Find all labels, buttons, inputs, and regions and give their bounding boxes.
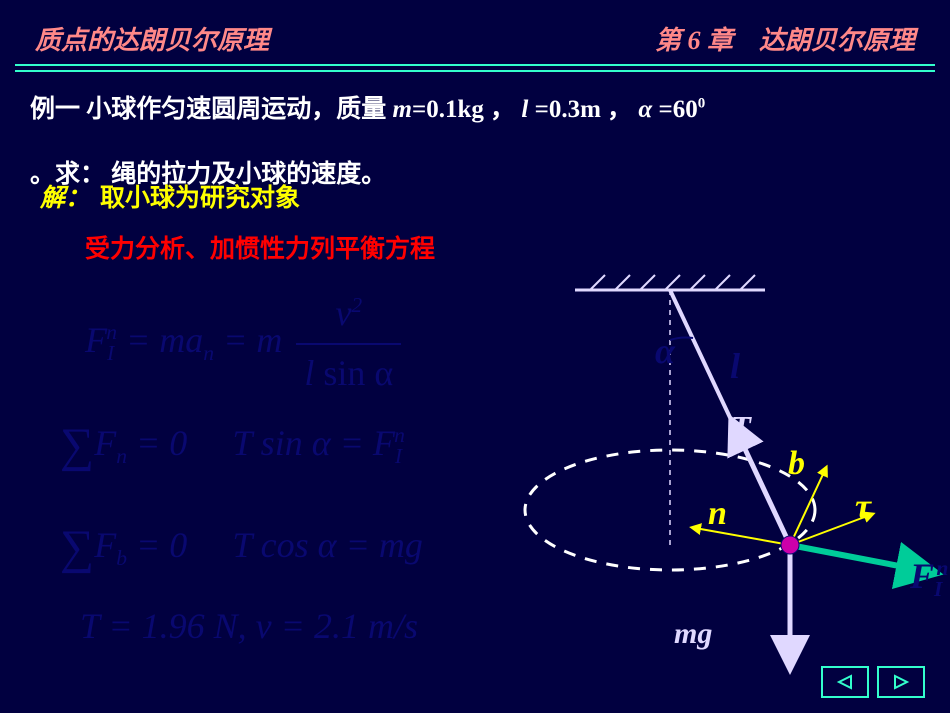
solution-step-1: 解： 取小球为研究对象 — [40, 179, 300, 219]
main-content: 例一 小球作匀速圆周运动，质量 m=0.1kg ， l =0.3m ， α =6… — [30, 90, 940, 130]
label-l: l — [730, 345, 740, 387]
header-divider — [15, 64, 935, 72]
label-n: n — [708, 495, 727, 533]
slide-header: 质点的达朗贝尔原理 第 6 章 达朗贝尔原理 — [0, 20, 950, 57]
label-mg: mg — [674, 617, 712, 651]
header-left-title: 质点的达朗贝尔原理 — [35, 20, 269, 57]
next-icon — [891, 674, 911, 690]
label-b: b — [788, 445, 805, 483]
equation-1-fraction: v2 l sin α — [296, 285, 401, 402]
next-button[interactable] — [877, 666, 925, 698]
equation-4: T = 1.96 N, v = 2.1 m/s — [80, 598, 418, 656]
label-tension: T — [730, 410, 751, 448]
prev-button[interactable] — [821, 666, 869, 698]
solution-label: 解： — [40, 185, 90, 212]
equation-3: ∑Fb = 0 T cos α = mg — [60, 510, 423, 587]
equation-1: FIn = man = m v2 l sin α — [85, 285, 406, 402]
prev-icon — [835, 674, 855, 690]
label-tau: τ — [855, 485, 871, 527]
pendulum-diagram: α l T b τ n mg FIn — [490, 270, 950, 700]
solution-step1-text: 取小球为研究对象 — [100, 185, 300, 212]
solution-step-2: 受力分析、加惯性力列平衡方程 — [85, 230, 435, 270]
problem-line-1: 例一 小球作匀速圆周运动，质量 m=0.1kg ， l =0.3m ， α =6… — [30, 90, 940, 130]
navigation-bar — [821, 666, 925, 698]
header-right-title: 第 6 章 达朗贝尔原理 — [655, 20, 915, 57]
diagram-svg — [490, 270, 950, 700]
label-alpha: α — [655, 330, 675, 372]
label-inertial-force: FIn — [910, 555, 948, 602]
equation-2: ∑Fn = 0 T sin α = FIn — [60, 408, 405, 485]
